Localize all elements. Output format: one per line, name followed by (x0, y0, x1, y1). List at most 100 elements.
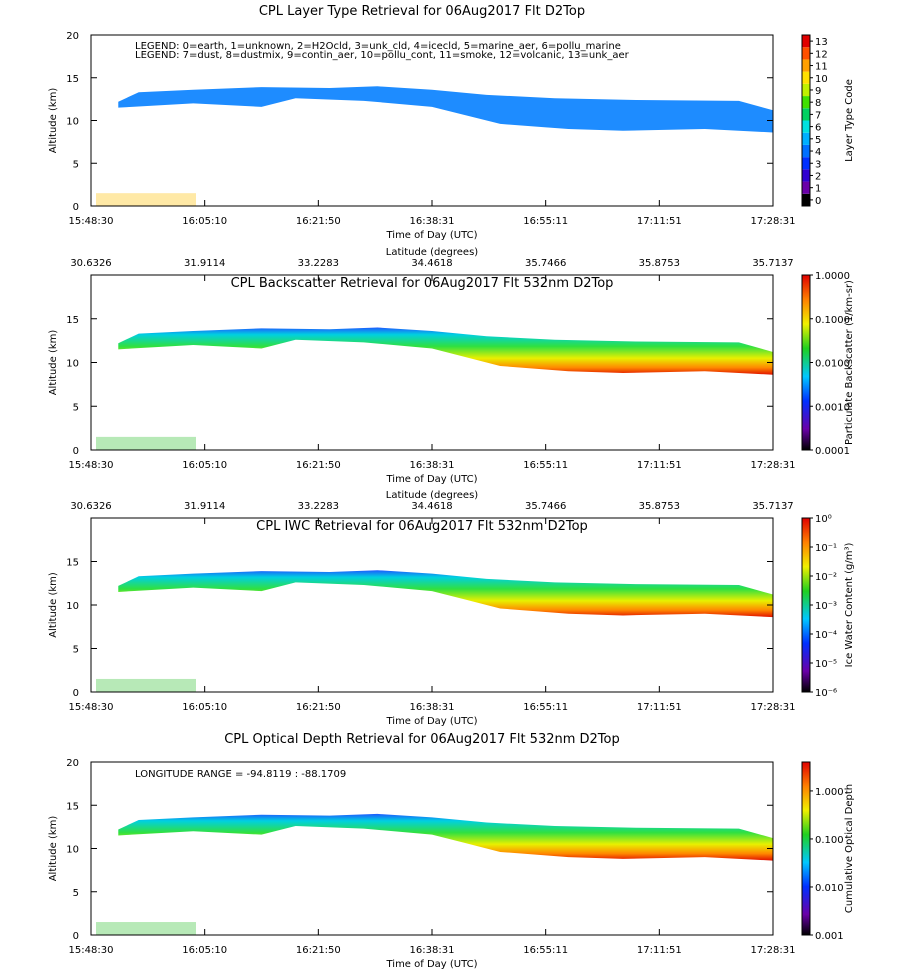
colorbar-cell (802, 47, 810, 60)
x-tick-label: 16:38:31 (410, 216, 455, 227)
colorbar-tick-label: 0.0010 (815, 402, 850, 413)
y-tick-label: 0 (73, 202, 79, 213)
y-tick-label: 5 (73, 645, 79, 656)
y-tick-label: 5 (73, 159, 79, 170)
colorbar-cell (802, 181, 810, 194)
x-tick-label: 16:38:31 (410, 460, 455, 471)
top-tick-label: 30.6326 (70, 258, 111, 269)
colorbar-tick-label: 0.0001 (815, 446, 850, 457)
colorbar-tick-label: 8 (815, 98, 821, 109)
colorbar-tick-label: 10⁻⁴ (815, 630, 837, 641)
y-axis-label: Altitude (km) (48, 88, 59, 154)
colorbar-cell (802, 59, 810, 72)
colorbar-tick-label: 1 (815, 184, 821, 195)
x-axis-label: Time of Day (UTC) (385, 230, 477, 241)
x-tick-label: 16:05:10 (182, 945, 227, 956)
top-tick-label: 33.2283 (298, 501, 339, 512)
colorbar-label: Layer Type Code (844, 79, 855, 162)
colorbar (802, 762, 810, 935)
colorbar-tick-label: 2 (815, 171, 821, 182)
x-axis-label: Time of Day (UTC) (385, 474, 477, 485)
top-tick-label: 35.7466 (525, 258, 566, 269)
top-axis-label: Latitude (degrees) (386, 490, 478, 501)
colorbar-tick-label: 1.000 (815, 787, 844, 798)
x-tick-label: 16:21:50 (296, 216, 341, 227)
colorbar-label: Particulate Backscatter (1/km-sr) (844, 280, 855, 445)
colorbar-tick-label: 11 (815, 62, 828, 73)
panel: CPL IWC Retrieval for 06Aug2017 Flt 532n… (48, 490, 855, 727)
x-tick-label: 16:21:50 (296, 460, 341, 471)
colorbar-tick-label: 0 (815, 196, 821, 207)
colorbar-tick-label: 10⁰ (815, 514, 832, 525)
colorbar-tick-label: 13 (815, 37, 828, 48)
colorbar-tick-label: 0.0100 (815, 359, 850, 370)
x-axis-label: Time of Day (UTC) (385, 716, 477, 727)
top-tick-label: 34.4618 (411, 501, 452, 512)
colorbar-label: Cumulative Optical Depth (844, 784, 855, 913)
y-tick-label: 15 (66, 801, 79, 812)
colorbar-tick-label: 12 (815, 49, 828, 60)
colorbar-label: Ice Water Content (g/m³) (844, 543, 855, 668)
panel-title: CPL IWC Retrieval for 06Aug2017 Flt 532n… (256, 519, 588, 534)
panel: CPL Optical Depth Retrieval for 06Aug201… (48, 732, 855, 970)
surface-layer (96, 678, 196, 692)
y-axis-label: Altitude (km) (48, 330, 59, 396)
colorbar-cell (802, 71, 810, 84)
x-tick-label: 17:28:31 (751, 460, 796, 471)
colorbar-cell (802, 132, 810, 145)
top-tick-label: 35.8753 (639, 258, 680, 269)
colorbar-cell (802, 120, 810, 133)
colorbar-cell (802, 169, 810, 182)
top-tick-label: 31.9114 (184, 258, 225, 269)
panel-title: CPL Backscatter Retrieval for 06Aug2017 … (231, 276, 614, 291)
cloud-layer (118, 570, 773, 618)
colorbar-tick-label: 10 (815, 74, 828, 85)
x-tick-label: 17:11:51 (637, 460, 682, 471)
colorbar-frame (801, 761, 811, 936)
y-tick-label: 0 (73, 446, 79, 457)
colorbar-tick-label: 5 (815, 135, 821, 146)
y-tick-label: 20 (66, 31, 79, 42)
y-tick-label: 20 (66, 758, 79, 769)
colorbar-tick-label: 10⁻⁵ (815, 659, 837, 670)
legend-text: LEGEND: 7=dust, 8=dustmix, 9=contin_aer,… (135, 50, 630, 61)
top-tick-label: 35.8753 (639, 501, 680, 512)
x-tick-label: 17:11:51 (637, 216, 682, 227)
cloud-layer (118, 813, 773, 861)
x-tick-label: 16:38:31 (410, 945, 455, 956)
colorbar-cell (802, 108, 810, 121)
x-tick-label: 16:55:11 (523, 702, 568, 713)
surface-layer (96, 922, 196, 935)
y-tick-label: 5 (73, 402, 79, 413)
colorbar (802, 275, 810, 450)
x-tick-label: 15:48:30 (69, 945, 114, 956)
colorbar-tick-label: 10⁻³ (815, 601, 837, 612)
x-tick-label: 16:55:11 (523, 216, 568, 227)
colorbar (802, 518, 810, 692)
x-axis-label: Time of Day (UTC) (385, 959, 477, 970)
colorbar-tick-label: 0.1000 (815, 315, 850, 326)
x-tick-label: 16:05:10 (182, 216, 227, 227)
colorbar-tick-label: 6 (815, 123, 821, 134)
panel-title: CPL Optical Depth Retrieval for 06Aug201… (224, 732, 620, 747)
x-tick-label: 16:21:50 (296, 702, 341, 713)
colorbar-cell (802, 144, 810, 158)
x-tick-label: 16:55:11 (523, 945, 568, 956)
top-tick-label: 35.7466 (525, 501, 566, 512)
x-tick-label: 17:28:31 (751, 702, 796, 713)
top-tick-label: 30.6326 (70, 501, 111, 512)
panel-title: CPL Layer Type Retrieval for 06Aug2017 F… (259, 4, 585, 19)
colorbar-tick-label: 0.010 (815, 883, 844, 894)
x-tick-label: 16:55:11 (523, 460, 568, 471)
colorbar-tick-label: 10⁻² (815, 572, 837, 583)
colorbar-tick-label: 0.100 (815, 835, 844, 846)
surface-layer (96, 193, 196, 206)
colorbar-tick-label: 0.001 (815, 931, 844, 942)
cloud-layer (118, 327, 773, 375)
top-axis-label: Latitude (degrees) (386, 247, 478, 258)
x-tick-label: 16:21:50 (296, 945, 341, 956)
surface-layer (96, 436, 196, 450)
legend-text: LEGEND: 0=earth, 1=unknown, 2=H2Ocld, 3=… (135, 41, 621, 52)
x-tick-label: 17:11:51 (637, 702, 682, 713)
colorbar-tick-label: 9 (815, 86, 821, 97)
